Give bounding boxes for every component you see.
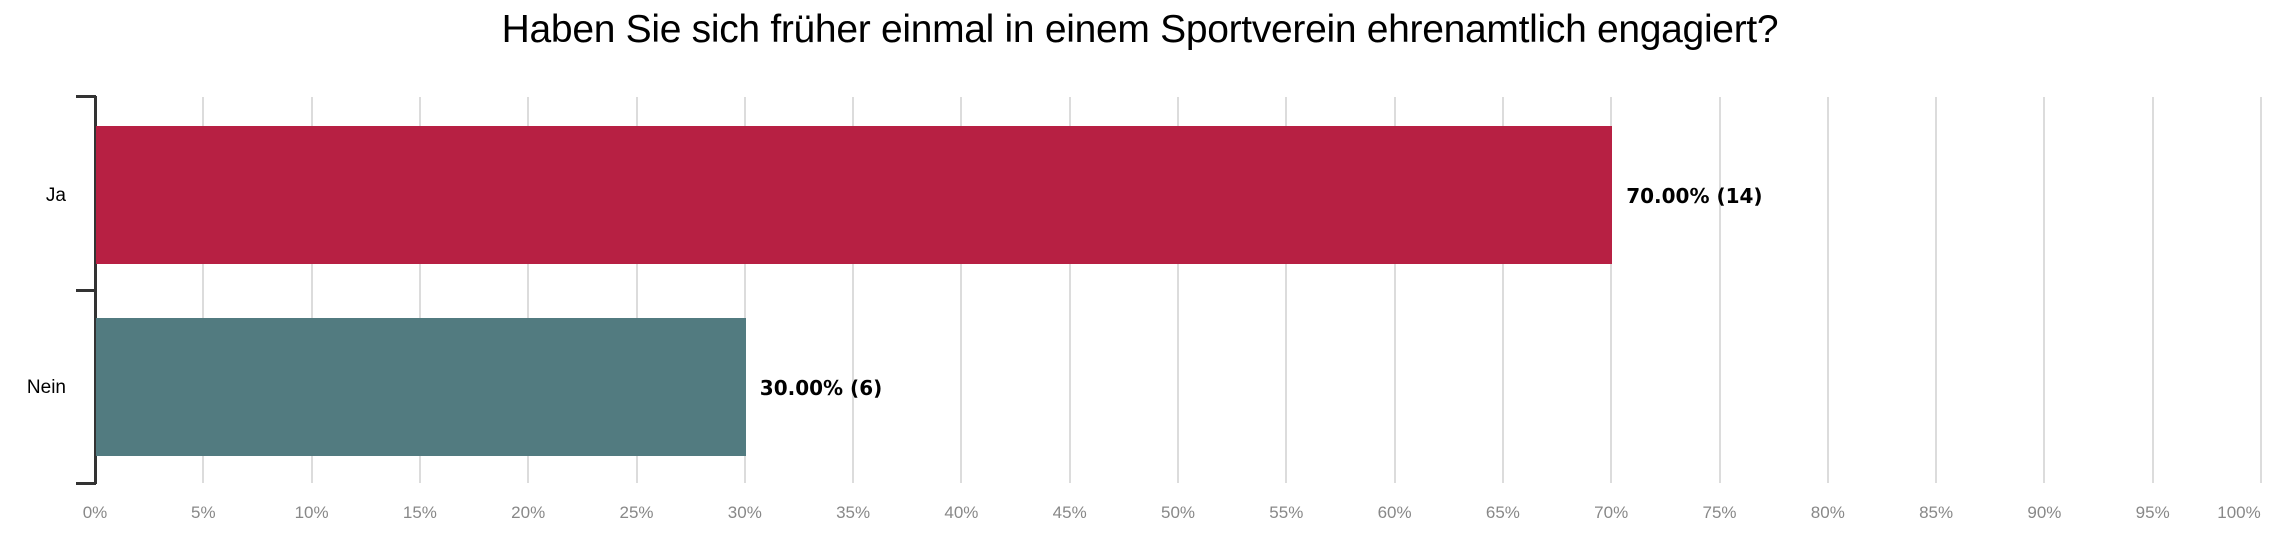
y-axis-tick: [76, 482, 96, 485]
x-tick-label: 15%: [402, 503, 437, 522]
gridline: [1393, 97, 1396, 483]
gridline: [2151, 97, 2154, 483]
x-tick-label: 25%: [619, 503, 654, 522]
gridline: [960, 97, 963, 483]
x-tick-label: 100%: [2217, 503, 2261, 522]
gridline: [1501, 97, 1504, 483]
gridline: [2043, 97, 2046, 483]
x-tick-label: 5%: [191, 503, 216, 522]
x-tick-label: 35%: [836, 503, 871, 522]
x-tick-label: 75%: [1702, 503, 1737, 522]
gridline: [310, 97, 313, 483]
x-tick-label: 95%: [2135, 503, 2170, 522]
x-tick-label: 45%: [1052, 503, 1087, 522]
x-tick-label: 0%: [82, 503, 108, 522]
x-tick-label: 70%: [1594, 503, 1629, 522]
gridline: [1610, 97, 1613, 483]
x-tick-label: 20%: [511, 503, 546, 522]
x-tick-label: 40%: [944, 503, 979, 522]
gridline: [1285, 97, 1288, 483]
gridline: [202, 97, 205, 483]
gridline: [527, 97, 530, 483]
gridline: [418, 97, 421, 483]
gridline: [1826, 97, 1829, 483]
category-label-ja: Ja: [45, 185, 66, 206]
category-label-nein: Nein: [26, 377, 66, 398]
x-tick-label: 90%: [2027, 503, 2062, 522]
gridline: [743, 97, 746, 483]
value-label-nein: 30.00% (6): [759, 376, 883, 400]
x-tick-label: 85%: [1919, 503, 1954, 522]
x-tick-label: 80%: [1810, 503, 1845, 522]
x-tick-label: 50%: [1160, 503, 1196, 522]
value-label-ja: 70.00% (14): [1626, 184, 1763, 208]
y-axis-tick: [76, 289, 96, 292]
x-tick-label: 65%: [1485, 503, 1520, 522]
y-axis-tick: [76, 95, 96, 98]
gridline: [1935, 97, 1938, 483]
chart-title: Haben Sie sich früher einmal in einem Sp…: [501, 8, 1779, 51]
x-tick-label: 30%: [727, 503, 762, 522]
bar-ja[interactable]: [96, 126, 1613, 264]
x-tick-label: 55%: [1269, 503, 1304, 522]
gridline: [1718, 97, 1721, 483]
x-tick-label: 10%: [294, 503, 329, 522]
gridline: [1177, 97, 1179, 483]
gridline: [2260, 97, 2262, 483]
x-tick-label: 60%: [1377, 503, 1412, 522]
gridline: [1068, 97, 1071, 483]
gridline: [635, 97, 638, 483]
bar-nein[interactable]: [96, 318, 746, 456]
gridline: [852, 97, 855, 483]
